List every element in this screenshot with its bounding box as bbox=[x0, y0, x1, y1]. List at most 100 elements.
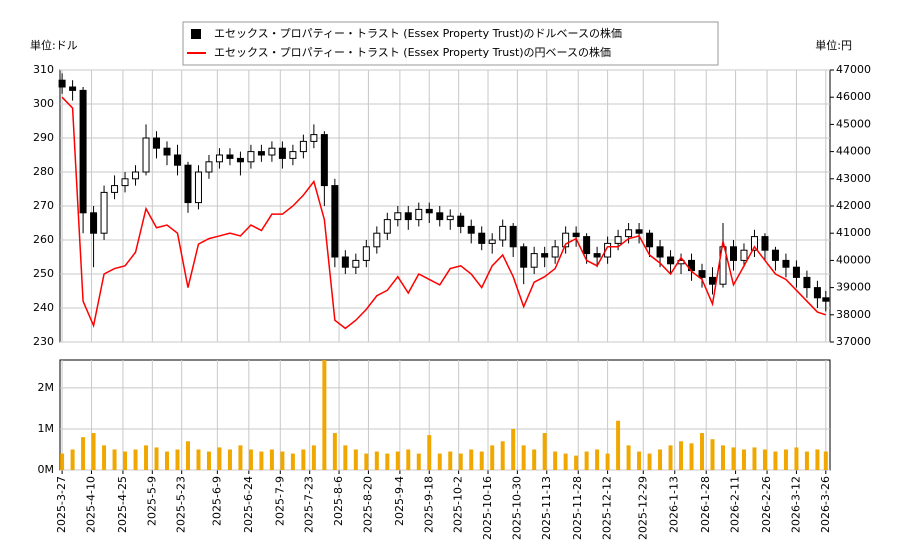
volume-bar bbox=[448, 451, 453, 470]
volume-bar bbox=[259, 451, 264, 470]
candle-body bbox=[247, 151, 255, 163]
volume-bar bbox=[353, 449, 358, 470]
candle-body bbox=[153, 137, 161, 149]
volume-bar bbox=[679, 441, 684, 470]
volume-bar bbox=[416, 453, 421, 470]
volume-bar bbox=[458, 453, 463, 470]
candle-body bbox=[667, 256, 675, 265]
volume-bar bbox=[490, 445, 495, 470]
y2-tick-label: 39000 bbox=[836, 281, 871, 294]
volume-bar bbox=[364, 453, 369, 470]
candle-body bbox=[121, 178, 129, 187]
candle-body bbox=[257, 151, 265, 156]
candle-body bbox=[698, 270, 706, 278]
y-tick-label: 1M bbox=[38, 422, 55, 435]
candle-body bbox=[467, 225, 475, 234]
candle-body bbox=[415, 208, 423, 221]
candle-body bbox=[352, 259, 360, 268]
x-tick-label: 2026-2-26 bbox=[760, 476, 773, 533]
volume-bar bbox=[395, 451, 400, 470]
volume-bar bbox=[794, 447, 799, 470]
x-tick-label: 2025-7-9 bbox=[273, 476, 286, 526]
candle-body bbox=[530, 253, 538, 268]
legend-marker bbox=[191, 29, 201, 39]
candle-body bbox=[499, 225, 507, 241]
y2-tick-label: 42000 bbox=[836, 199, 871, 212]
y2-tick-label: 40000 bbox=[836, 253, 871, 266]
candle-body bbox=[740, 249, 748, 261]
volume-bar bbox=[175, 449, 180, 470]
x-tick-label: 2025-7-23 bbox=[303, 476, 316, 533]
volume-bar bbox=[248, 449, 253, 470]
volume-bar bbox=[783, 449, 788, 470]
volume-bar bbox=[605, 453, 610, 470]
volume-bar bbox=[710, 439, 715, 470]
candle-body bbox=[520, 246, 528, 268]
volume-bar bbox=[332, 433, 337, 470]
volume-bar bbox=[165, 451, 170, 470]
volume-bar bbox=[133, 449, 138, 470]
candle-body bbox=[572, 232, 580, 238]
candle-body bbox=[226, 154, 234, 159]
volume-bar bbox=[823, 451, 828, 470]
x-tick-label: 2025-6-24 bbox=[242, 476, 255, 533]
volume-bar bbox=[185, 441, 190, 470]
volume-bar bbox=[563, 453, 568, 470]
candle-body bbox=[509, 225, 517, 248]
volume-bar bbox=[60, 453, 65, 470]
volume-bar bbox=[542, 433, 547, 470]
candle-body bbox=[822, 297, 830, 302]
candle-body bbox=[341, 256, 349, 268]
volume-bar bbox=[574, 455, 579, 470]
volume-bar bbox=[311, 445, 316, 470]
volume-bar bbox=[815, 449, 820, 470]
candle-body bbox=[268, 147, 276, 156]
x-tick-label: 2025-12-29 bbox=[636, 476, 649, 540]
volume-bar bbox=[700, 433, 705, 470]
volume-bar bbox=[731, 447, 736, 470]
candle-body bbox=[310, 134, 318, 142]
y2-tick-label: 37000 bbox=[836, 335, 871, 348]
volume-bar bbox=[595, 449, 600, 470]
x-tick-label: 2026-2-11 bbox=[729, 476, 742, 533]
volume-bar bbox=[144, 445, 149, 470]
candle-body bbox=[792, 266, 800, 278]
volume-bar bbox=[741, 449, 746, 470]
x-tick-label: 2025-4-10 bbox=[84, 476, 97, 533]
candle-body bbox=[646, 232, 654, 248]
y-tick-label: 260 bbox=[33, 233, 54, 246]
y2-tick-label: 41000 bbox=[836, 226, 871, 239]
y2-tick-label: 47000 bbox=[836, 63, 871, 76]
y-tick-label: 310 bbox=[33, 63, 54, 76]
x-tick-label: 2025-8-6 bbox=[332, 476, 345, 526]
volume-bar bbox=[91, 433, 96, 470]
y2-tick-label: 43000 bbox=[836, 172, 871, 185]
candle-body bbox=[394, 212, 402, 221]
volume-bar bbox=[584, 451, 589, 470]
volume-bar bbox=[689, 443, 694, 470]
candle-body bbox=[604, 242, 612, 258]
volume-bar bbox=[81, 437, 86, 470]
y-tick-label: 280 bbox=[33, 165, 54, 178]
x-tick-label: 2025-5-9 bbox=[145, 476, 158, 526]
volume-bar bbox=[343, 445, 348, 470]
volume-bar bbox=[500, 441, 505, 470]
y-tick-label: 270 bbox=[33, 199, 54, 212]
candle-body bbox=[320, 134, 328, 187]
volume-bar bbox=[553, 451, 558, 470]
y2-tick-label: 45000 bbox=[836, 117, 871, 130]
candle-body bbox=[541, 253, 549, 258]
volume-bar bbox=[647, 453, 652, 470]
x-tick-label: 2025-11-13 bbox=[540, 476, 553, 540]
volume-bar bbox=[112, 449, 117, 470]
candle-body bbox=[79, 89, 87, 214]
candle-body bbox=[813, 287, 821, 299]
volume-bar bbox=[217, 447, 222, 470]
candle-body bbox=[436, 212, 444, 221]
y2-tick-label: 44000 bbox=[836, 145, 871, 158]
volume-bar bbox=[206, 451, 211, 470]
price-line bbox=[61, 96, 827, 330]
candle-body bbox=[761, 236, 769, 251]
y2-tick-label: 38000 bbox=[836, 308, 871, 321]
